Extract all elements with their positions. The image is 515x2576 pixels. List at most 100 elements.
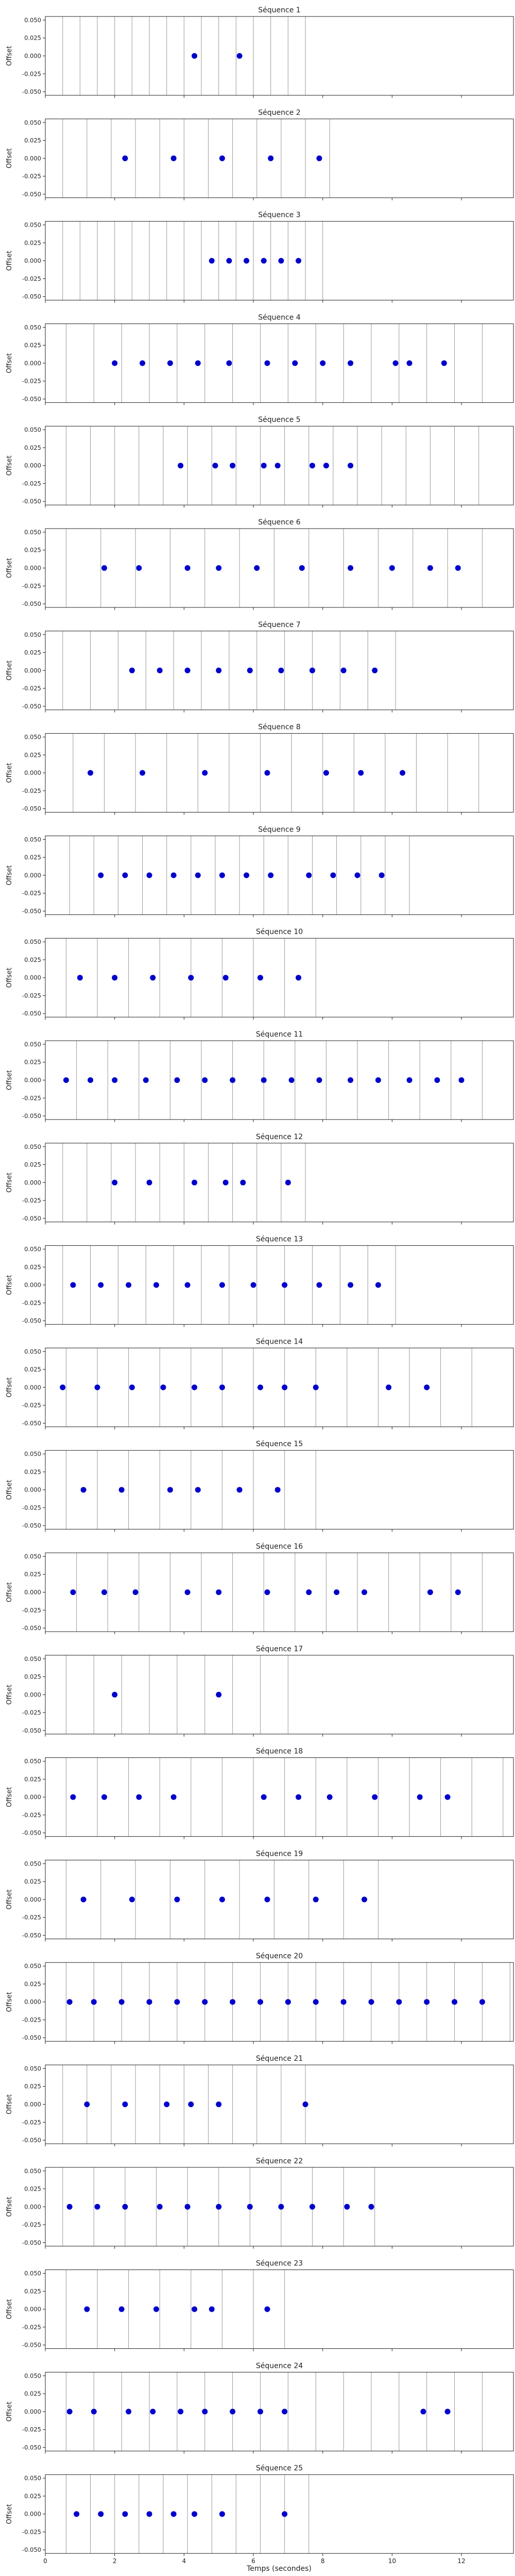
data-point [261,1794,267,1800]
data-point [122,2204,128,2210]
y-tick-label: -0.025 [22,2426,41,2433]
data-point [143,1077,149,1083]
x-axis-label: Temps (secondes) [246,2565,312,2573]
data-point [230,1999,236,2005]
data-point [66,2204,73,2210]
data-point [140,770,146,776]
data-point [178,2409,184,2415]
data-point [226,258,232,264]
data-point [372,667,378,673]
data-point [122,872,128,878]
data-point [122,155,128,161]
y-axis-label: Offset [6,1480,13,1500]
data-point [306,1589,312,1595]
subplot-24: Séquence 24 0.050 0.025 0.000 -0.025 -0.050 Of… [6,2362,514,2454]
y-tick-label: -0.025 [22,890,41,897]
data-point [63,1077,69,1083]
y-tick-label: 0.000 [24,974,41,981]
subplot-title: Séquence 13 [256,1235,303,1244]
plot-frame [45,528,514,608]
data-point [309,463,315,469]
data-point [296,975,302,981]
data-point [112,975,118,981]
data-point [330,872,336,878]
data-point [153,2306,159,2312]
data-point [282,1282,288,1288]
data-point [444,2409,451,2415]
y-tick-label: -0.025 [22,378,41,385]
data-point [129,667,135,673]
data-point [261,463,267,469]
y-tick-label: 0.050 [24,1143,41,1150]
data-point [66,2409,73,2415]
data-point [164,2102,170,2107]
subplot-title: Séquence 3 [258,211,300,219]
data-point [167,360,173,366]
data-point [386,1384,392,1391]
data-point [94,2204,100,2210]
data-point [368,2204,374,2210]
data-point [323,463,329,469]
y-axis-label: Offset [6,1070,13,1090]
subplot-12: Séquence 12 0.050 0.025 0.000 -0.025 -0.050 Of… [6,1133,514,1225]
data-point [98,1282,104,1288]
data-point [285,1179,291,1185]
data-point [91,1999,97,2005]
y-tick-label: -0.050 [22,1624,41,1632]
y-tick-label: 0.050 [24,119,41,126]
data-point [178,463,184,469]
data-point [209,258,215,264]
data-point [192,1384,198,1391]
y-axis-label: Offset [6,2504,13,2524]
y-tick-label: -0.025 [22,480,41,487]
y-tick-label: 0.000 [24,2203,41,2210]
data-point [170,872,177,878]
subplot-19: Séquence 19 0.050 0.025 0.000 -0.025 -0.050 Of… [6,1850,514,1942]
data-point [202,770,208,776]
y-tick-label: 0.000 [24,667,41,674]
y-tick-label: -0.050 [22,2342,41,2349]
data-point [219,2511,225,2517]
data-point [334,1589,340,1595]
data-point [302,2102,308,2107]
y-tick-label: 0.000 [24,53,41,60]
data-point [348,463,354,469]
data-point [195,1487,201,1493]
y-tick-label: 0.050 [24,836,41,843]
data-point [296,258,302,264]
subplot-title: Séquence 8 [258,723,300,732]
subplot-5: Séquence 5 0.050 0.025 0.000 -0.025 -0.050 Off… [6,416,514,508]
subplot-title: Séquence 22 [256,2157,303,2165]
y-tick-label: -0.025 [22,685,41,692]
y-tick-label: 0.000 [24,872,41,879]
y-tick-label: 0.000 [24,1281,41,1289]
y-tick-label: -0.050 [22,293,41,300]
data-point [192,1179,198,1185]
data-point [150,975,156,981]
data-point [160,1384,166,1391]
subplot-18: Séquence 18 0.050 0.025 0.000 -0.025 -0.050 Of… [6,1748,514,1839]
data-point [264,1896,270,1903]
y-tick-label: 0.050 [24,1450,41,1458]
subplot-title: Séquence 11 [256,1030,303,1039]
plot-frame [45,16,514,96]
data-point [278,2204,284,2210]
data-point [452,1999,458,2005]
subplot-grid: Séquence 1 0.050 0.025 0.000 -0.025 -0.050 Off… [6,6,514,2565]
y-tick-label: -0.050 [22,1522,41,1529]
y-tick-label: 0.025 [24,444,41,451]
y-tick-label: 0.025 [24,649,41,656]
y-axis-label: Offset [6,763,13,783]
subplot-23: Séquence 23 0.050 0.025 0.000 -0.025 -0.050 Of… [6,2260,514,2351]
y-tick-label: 0.000 [24,462,41,469]
data-point [274,1487,281,1493]
y-tick-label: 0.000 [24,1998,41,2006]
data-point [264,360,270,366]
data-point [313,1896,319,1903]
data-point [112,1179,118,1185]
y-tick-label: 0.050 [24,1860,41,1867]
data-point [132,1589,139,1595]
data-point [170,1794,177,1800]
x-tick-label: 4 [182,2557,186,2565]
